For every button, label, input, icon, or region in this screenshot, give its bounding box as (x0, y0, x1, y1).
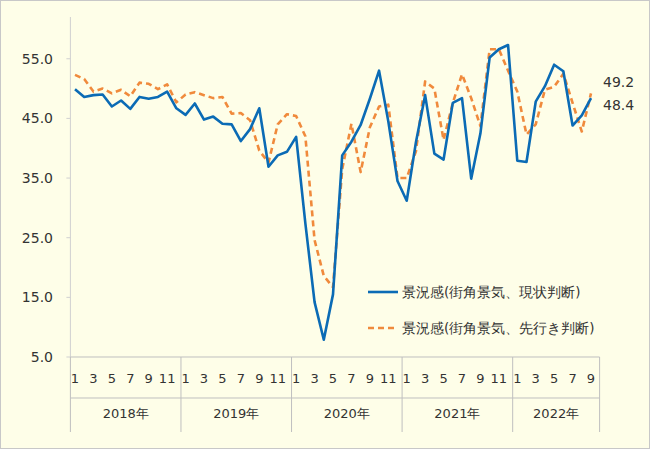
x-group-label: 2022年 (533, 406, 579, 421)
x-tick-label: 1 (513, 371, 521, 386)
legend-label: 景況感(街角景気、現状判断) (402, 284, 581, 300)
x-tick-label: 1 (71, 371, 79, 386)
y-tick (66, 357, 70, 358)
x-tick-label: 7 (568, 371, 576, 386)
x-tick-label: 11 (269, 371, 286, 386)
x-tick-label: 9 (476, 371, 484, 386)
y-tick (66, 58, 70, 59)
x-tick-label: 11 (380, 371, 397, 386)
x-tick-label: 9 (587, 371, 595, 386)
chart: 5.015.025.035.045.055.013579111357911135… (0, 0, 650, 449)
x-group-label: 2019年 (213, 406, 259, 421)
x-group-label: 2020年 (324, 406, 370, 421)
x-tick-label: 5 (218, 371, 226, 386)
x-tick-label: 11 (491, 371, 508, 386)
x-tick-label: 1 (292, 371, 300, 386)
y-tick-label: 35.0 (22, 170, 53, 186)
x-group-edge (180, 357, 181, 432)
annotation: 48.4 (603, 97, 634, 113)
x-group-edge (402, 357, 403, 432)
y-tick-label: 15.0 (22, 289, 53, 305)
plot-area (75, 45, 591, 340)
x-group-divider (70, 398, 599, 399)
y-tick-label: 25.0 (22, 230, 53, 246)
x-axis-line (70, 357, 599, 358)
y-tick-label: 5.0 (31, 349, 53, 365)
x-tick-label: 7 (347, 371, 355, 386)
x-tick-label: 9 (255, 371, 263, 386)
legend-swatch (368, 291, 398, 294)
legend-label: 景況感(街角景気、先行き判断) (402, 320, 595, 336)
x-group-edge (512, 357, 513, 432)
x-tick-label: 5 (108, 371, 116, 386)
x-tick-label: 11 (159, 371, 176, 386)
x-tick-label: 3 (200, 371, 208, 386)
background (1, 1, 650, 449)
y-tick (66, 237, 70, 238)
x-tick-label: 9 (145, 371, 153, 386)
x-group-edge (70, 357, 71, 432)
x-tick-label: 3 (421, 371, 429, 386)
y-axis-line (70, 17, 71, 357)
legend-swatch (368, 327, 398, 330)
x-tick-label: 1 (403, 371, 411, 386)
x-tick-label: 9 (366, 371, 374, 386)
y-tick-label: 45.0 (22, 110, 53, 126)
x-tick-label: 7 (458, 371, 466, 386)
x-tick-label: 5 (329, 371, 337, 386)
x-group-label: 2018年 (103, 406, 149, 421)
x-tick-label: 5 (550, 371, 558, 386)
x-tick-label: 7 (237, 371, 245, 386)
x-group-label: 2021年 (434, 406, 480, 421)
y-tick (66, 297, 70, 298)
x-tick-label: 3 (89, 371, 97, 386)
y-tick (66, 178, 70, 179)
annotation: 49.2 (603, 74, 634, 90)
series-line (75, 45, 591, 340)
x-tick-label: 7 (126, 371, 134, 386)
x-tick-label: 1 (181, 371, 189, 386)
x-tick-label: 3 (310, 371, 318, 386)
x-group-edge (599, 357, 600, 432)
y-tick (66, 118, 70, 119)
x-tick-label: 3 (532, 371, 540, 386)
x-tick-label: 5 (439, 371, 447, 386)
series-line (75, 49, 591, 287)
x-group-edge (291, 357, 292, 432)
y-tick-label: 55.0 (22, 51, 53, 67)
